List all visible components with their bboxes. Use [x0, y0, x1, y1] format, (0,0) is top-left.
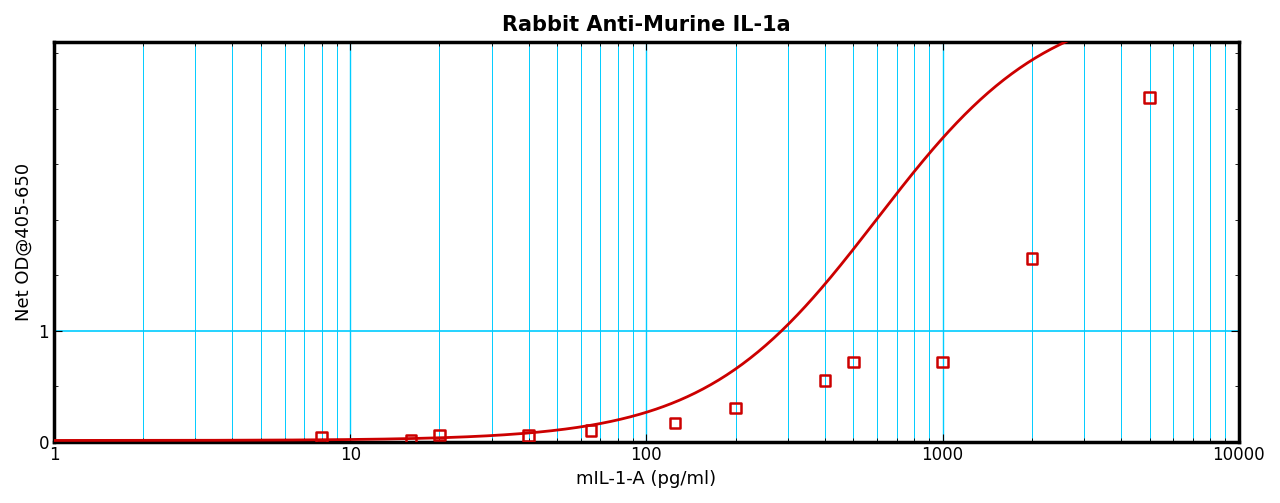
Point: [581, 427, 602, 435]
Point: [932, 358, 952, 366]
Point: [664, 418, 685, 427]
X-axis label: mIL-1-A (pg/ml): mIL-1-A (pg/ml): [576, 470, 717, 488]
Point: [429, 431, 449, 439]
Point: [1021, 255, 1042, 263]
Title: Rabbit Anti-Murine IL-1a: Rabbit Anti-Murine IL-1a: [502, 15, 791, 35]
Point: [311, 433, 332, 441]
Point: [1139, 94, 1160, 102]
Point: [814, 377, 835, 385]
Point: [844, 358, 864, 366]
Point: [726, 404, 746, 412]
Y-axis label: Net OD@405-650: Net OD@405-650: [15, 163, 33, 321]
Point: [518, 432, 539, 440]
Point: [401, 437, 421, 445]
